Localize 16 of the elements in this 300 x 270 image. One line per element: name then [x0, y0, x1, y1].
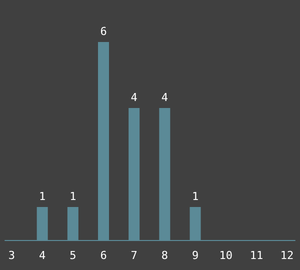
data-label: 4	[161, 91, 168, 104]
x-tick-label: 6	[100, 249, 107, 262]
x-tick-label: 4	[39, 249, 46, 262]
data-label: 1	[39, 190, 46, 203]
x-tick-label: 3	[8, 249, 16, 262]
x-tick-label: 11	[250, 249, 264, 262]
data-label: 4	[130, 91, 138, 104]
x-tick-label: 12	[280, 249, 294, 262]
x-tick-label: 7	[130, 249, 138, 262]
data-label: 1	[192, 190, 199, 203]
data-label: 6	[100, 25, 107, 38]
x-tick-label: 8	[161, 249, 168, 262]
x-tick-label: 9	[192, 249, 199, 262]
data-label: 1	[70, 190, 76, 203]
x-tick-label: 10	[219, 249, 232, 262]
x-tick-label: 5	[70, 249, 76, 262]
